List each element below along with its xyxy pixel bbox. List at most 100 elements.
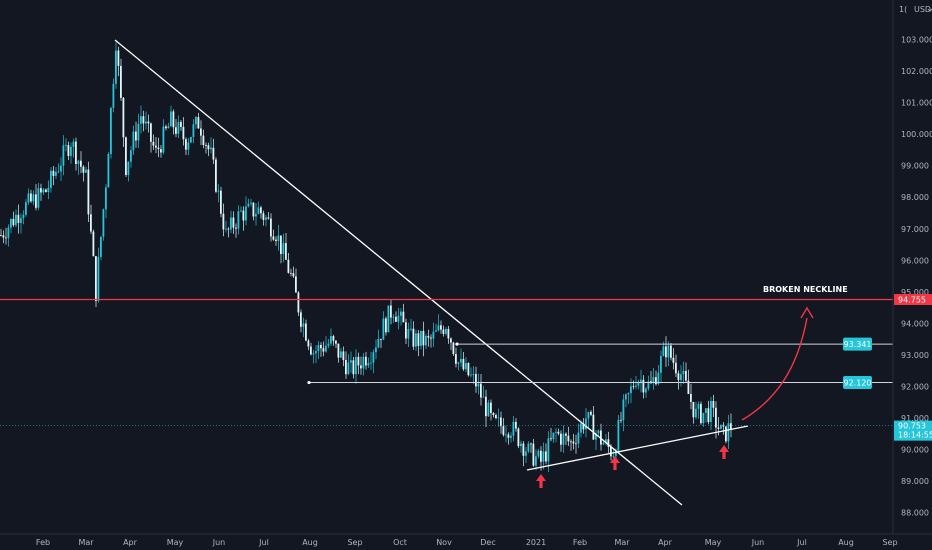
candle-body: [495, 414, 497, 419]
up-arrow-icon: [719, 445, 729, 459]
candle-body: [662, 346, 665, 356]
candle-body: [380, 338, 382, 340]
candle-body: [282, 243, 285, 254]
candle-body: [107, 154, 110, 188]
candle-body: [207, 145, 210, 150]
candle-body: [395, 316, 397, 322]
x-tick-label: Jun: [751, 538, 765, 547]
candle-body: [62, 145, 65, 166]
candle-body: [290, 272, 292, 274]
candle-body: [637, 381, 640, 386]
candle-body: [332, 336, 335, 341]
x-tick-label: May: [705, 538, 722, 547]
candle-body: [410, 328, 412, 330]
candle-body: [487, 402, 490, 417]
candle-body: [352, 360, 355, 375]
candle-body: [665, 346, 667, 358]
candle-body: [417, 333, 420, 346]
candle-body: [455, 354, 457, 364]
candle-body: [337, 343, 340, 358]
candle-body: [580, 423, 582, 433]
candle-body: [715, 407, 717, 428]
candle-body: [412, 328, 415, 347]
candle-body: [415, 333, 417, 347]
candle-body: [160, 149, 162, 153]
candle-body: [535, 456, 537, 466]
projection-arrow-head: [800, 306, 814, 319]
candle-body: [460, 358, 462, 363]
candle-body: [510, 435, 512, 438]
candle-body: [177, 122, 180, 134]
candle-body: [552, 432, 555, 440]
candle-body: [500, 417, 502, 427]
candle-body: [360, 365, 362, 369]
y-tick-label: 89.000: [901, 477, 929, 486]
level-badge-92120: 92.120: [843, 376, 872, 390]
candle-body: [627, 393, 630, 395]
candle-body: [77, 160, 80, 164]
candle-body: [47, 187, 50, 193]
y-tick-label: 102.000: [901, 67, 932, 76]
candle-body: [677, 373, 680, 381]
candle-body: [192, 124, 195, 137]
candle-body: [27, 193, 30, 203]
candle-body: [482, 396, 485, 398]
candle-body: [240, 210, 242, 212]
candle-body: [567, 435, 570, 442]
svg-text:93.341: 93.341: [844, 340, 872, 349]
projection-arrow[interactable]: [741, 317, 808, 421]
candle-body: [497, 417, 500, 419]
descending-trendline[interactable]: [114, 39, 683, 506]
candle-body: [472, 374, 475, 375]
y-tick-label: 101.000: [901, 99, 932, 108]
candle-body: [577, 432, 580, 444]
svg-text:94.755: 94.755: [898, 296, 926, 305]
candle-body: [175, 127, 177, 134]
candle-body: [237, 211, 240, 229]
candle-body: [660, 355, 662, 373]
candle-body: [557, 431, 560, 434]
candle-body: [152, 141, 155, 146]
y-tick-label: 98.000: [901, 193, 929, 202]
candle-body: [427, 335, 430, 338]
x-tick-label: Jul: [796, 538, 807, 547]
y-tick-label: 93.000: [901, 351, 929, 360]
candle-body: [375, 347, 377, 353]
candle-body: [195, 117, 197, 125]
candle-body: [15, 214, 17, 226]
candle-body: [430, 337, 432, 339]
candle-body: [52, 170, 55, 176]
candle-body: [345, 360, 347, 375]
candle-body: [122, 97, 125, 138]
candle-body: [247, 203, 250, 207]
candle-body: [297, 292, 300, 313]
candle-body: [612, 455, 615, 457]
candle-body: [17, 214, 20, 223]
y-axis[interactable]: 88.000 89.000 90.000 91.000 92.000 93.000 94.0…: [901, 36, 932, 518]
candle-body: [712, 400, 715, 408]
candle-body: [397, 315, 400, 322]
candle-body: [657, 372, 660, 385]
candle-body: [525, 451, 527, 456]
x-axis[interactable]: Feb Mar Apr May Jun Jul Aug Sep Oct Nov Dec 2021 Feb…: [36, 538, 898, 547]
candle-body: [170, 111, 172, 127]
candle-body: [710, 400, 712, 423]
currency-selector[interactable]: USD: [914, 5, 932, 14]
candle-body: [190, 136, 192, 143]
candle-body: [705, 408, 707, 413]
ascending-support-trendline[interactable]: [526, 425, 749, 471]
candle-body: [260, 207, 262, 214]
candle-body: [287, 259, 290, 273]
candle-body: [2, 235, 5, 238]
candle-body: [362, 356, 365, 369]
candle-body: [652, 377, 655, 384]
candle-body: [55, 171, 57, 176]
candle-body: [80, 160, 82, 167]
candle-body: [632, 386, 635, 388]
candle-body: [42, 189, 45, 193]
candle-body: [70, 146, 72, 157]
candle-body: [5, 237, 7, 239]
candle-body: [452, 342, 455, 355]
candle-body: [277, 235, 280, 241]
